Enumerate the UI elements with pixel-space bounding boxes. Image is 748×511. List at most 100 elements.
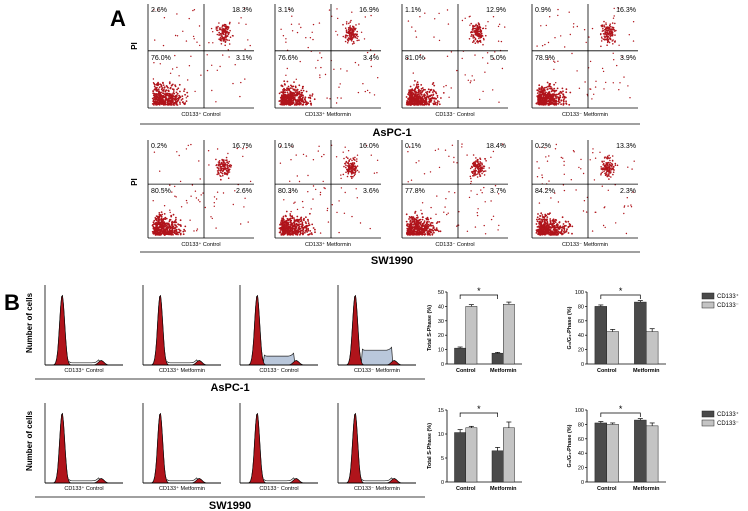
dot xyxy=(282,89,284,91)
dot xyxy=(344,27,347,30)
dot xyxy=(284,214,287,217)
dot xyxy=(619,82,621,84)
dot xyxy=(547,232,549,235)
dot xyxy=(300,93,303,96)
dot xyxy=(355,24,357,26)
plot-caption: CD133⁺ Metformin xyxy=(305,241,351,248)
quadrant-value: 1.1% xyxy=(405,7,421,14)
dot xyxy=(162,94,165,97)
dot xyxy=(221,26,224,28)
dot xyxy=(174,195,176,197)
dot xyxy=(414,210,417,213)
dot xyxy=(539,226,542,229)
dot xyxy=(419,92,422,94)
dot xyxy=(173,229,176,232)
dot xyxy=(228,171,231,173)
dot xyxy=(163,213,166,215)
dot xyxy=(605,35,608,37)
dot xyxy=(416,84,418,87)
dot xyxy=(351,168,353,171)
dot xyxy=(170,94,173,97)
dot xyxy=(561,87,564,90)
dot xyxy=(446,213,448,216)
dot xyxy=(549,16,551,18)
dot xyxy=(614,34,616,36)
dot xyxy=(175,196,177,198)
dot xyxy=(422,88,425,91)
dot xyxy=(208,164,210,166)
dot xyxy=(165,89,167,92)
dot xyxy=(471,172,474,174)
dot xyxy=(292,85,295,88)
dot xyxy=(177,87,180,90)
dot xyxy=(440,97,442,99)
dot xyxy=(287,223,289,225)
dot xyxy=(175,233,177,235)
quadrant-value: 0.9% xyxy=(535,7,551,14)
dot xyxy=(244,197,246,199)
dot xyxy=(170,96,173,98)
dot xyxy=(480,34,482,36)
dot xyxy=(290,84,292,87)
dot xyxy=(342,23,344,26)
dot xyxy=(213,205,215,207)
dot xyxy=(453,161,455,163)
dot xyxy=(305,222,307,225)
dot xyxy=(405,213,408,216)
dot xyxy=(173,92,176,95)
dot xyxy=(538,222,540,225)
dot xyxy=(305,37,307,39)
dot xyxy=(353,168,356,171)
dot xyxy=(178,75,180,77)
dot xyxy=(302,206,304,209)
dot xyxy=(279,162,282,164)
dot xyxy=(357,64,360,66)
dot xyxy=(424,225,426,227)
dot xyxy=(305,230,307,232)
dot xyxy=(483,38,485,41)
dot xyxy=(576,25,578,28)
dot xyxy=(422,98,424,100)
dot xyxy=(600,174,602,176)
dot xyxy=(288,230,291,232)
dot xyxy=(305,90,308,93)
dot xyxy=(483,224,485,227)
dot xyxy=(412,232,415,235)
dot xyxy=(162,103,165,105)
dot xyxy=(614,40,616,42)
dot xyxy=(176,151,178,153)
dot xyxy=(414,222,416,225)
dot xyxy=(558,92,560,95)
dot xyxy=(295,78,297,81)
dot xyxy=(300,102,302,105)
dot xyxy=(186,95,189,98)
dot xyxy=(537,213,539,215)
dot-plot: 1.1% 12.9%81.0% 5.0%CD133⁻ Control xyxy=(401,4,508,118)
dot xyxy=(412,103,414,106)
dot xyxy=(345,163,347,165)
dot xyxy=(419,221,422,224)
dot xyxy=(407,20,410,22)
dot xyxy=(220,27,222,29)
dot xyxy=(219,38,221,41)
dot xyxy=(405,96,408,98)
dot xyxy=(218,161,221,164)
dot xyxy=(546,81,549,84)
dot xyxy=(175,224,177,227)
dot xyxy=(484,158,487,160)
dot xyxy=(172,94,175,97)
dot xyxy=(478,163,480,165)
dot xyxy=(314,231,316,234)
dot xyxy=(588,36,590,38)
dot xyxy=(484,71,486,73)
dot xyxy=(292,88,295,91)
dot xyxy=(159,170,161,172)
dot xyxy=(216,29,218,32)
quadrant-value: 0.1% xyxy=(278,143,294,150)
dot xyxy=(293,81,295,83)
dot xyxy=(557,60,559,62)
dot xyxy=(555,219,558,222)
dot xyxy=(168,81,171,83)
dot xyxy=(216,163,218,166)
dot xyxy=(185,100,188,102)
